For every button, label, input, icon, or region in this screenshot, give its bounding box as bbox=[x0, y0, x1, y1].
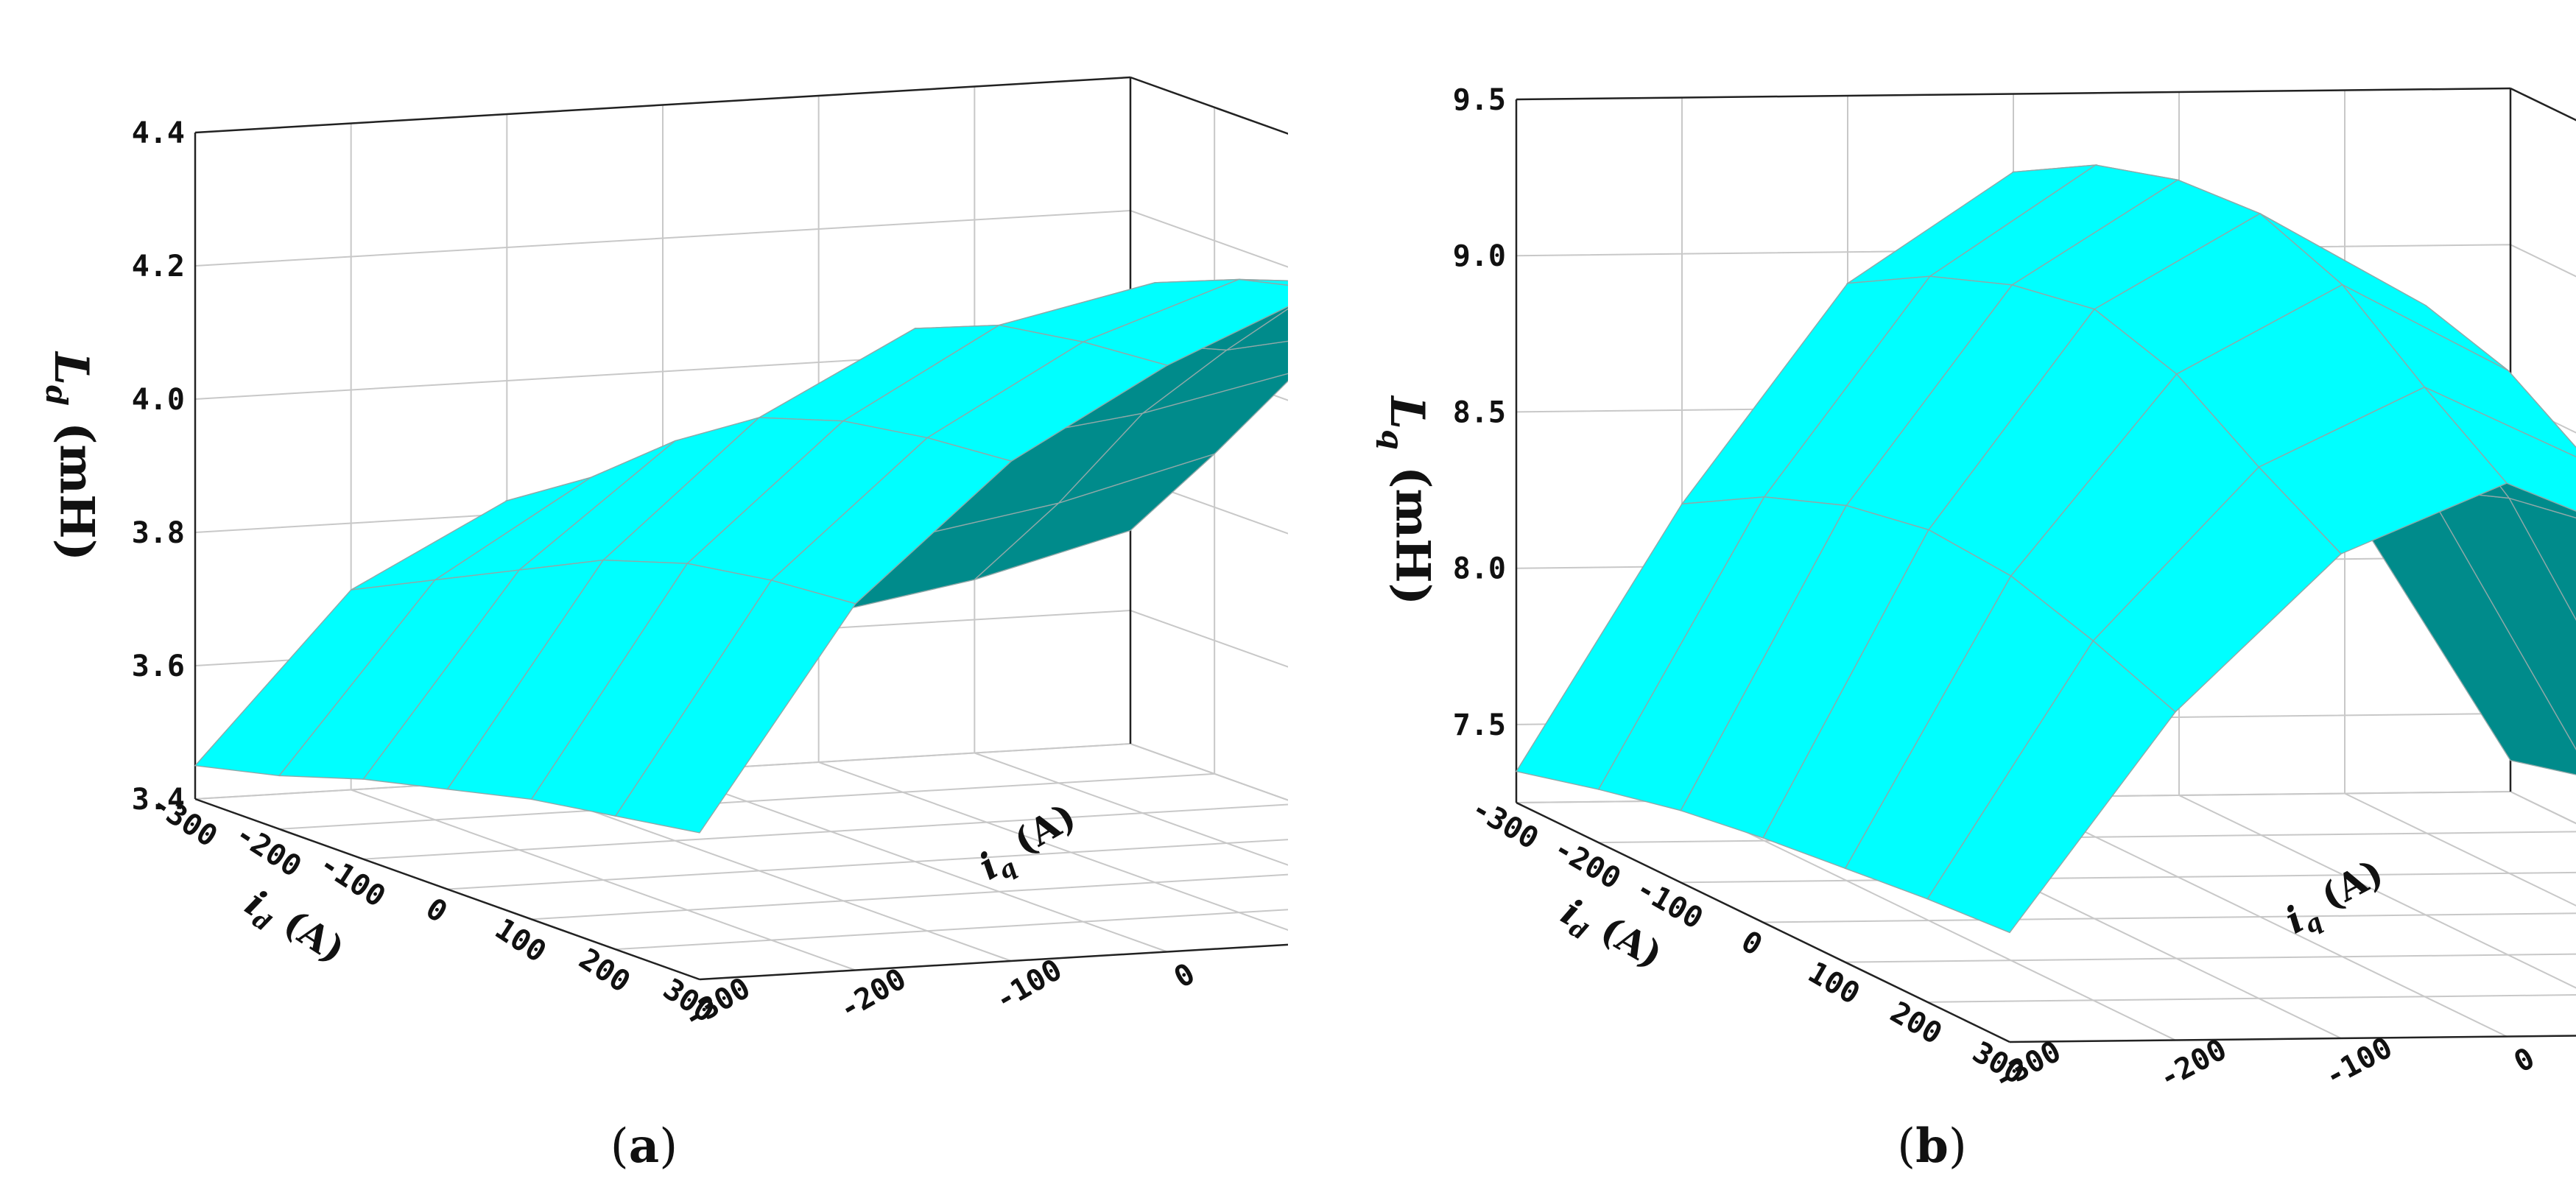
floor-grid-line bbox=[699, 943, 1288, 980]
floor-grid-line bbox=[615, 909, 1288, 951]
surface-chart-b: 7.58.08.59.09.5-300-200-1000100200300-30… bbox=[1375, 83, 2576, 1090]
z-axis-label: Lq (mH) bbox=[1375, 395, 1440, 605]
z-axis-label-symbol: L bbox=[43, 351, 99, 385]
z-tick-label: 4.2 bbox=[132, 250, 185, 284]
floor-grid-line bbox=[1762, 912, 2576, 923]
wall-grid-line bbox=[194, 76, 1288, 135]
x-tick-label: 0 bbox=[420, 892, 453, 930]
z-tick-label: 8.0 bbox=[1453, 552, 1506, 586]
floor-grid-line bbox=[818, 761, 1288, 932]
floor-grid-line bbox=[1845, 953, 2576, 963]
axis-frame-edge bbox=[2009, 1035, 2576, 1043]
surface-patch bbox=[1926, 640, 2176, 934]
axis-frame-edge bbox=[1130, 76, 1288, 135]
x-axis-label-unit: (A) bbox=[265, 894, 353, 972]
x-axis-label: id (A) bbox=[236, 878, 353, 979]
floor-grid-line bbox=[447, 839, 1288, 890]
x-tick-label: 100 bbox=[489, 912, 552, 969]
z-axis-label-subscript: q bbox=[1375, 429, 1409, 450]
floor-grid-line bbox=[1681, 800, 2176, 1041]
y-axis-label: iq (A) bbox=[969, 794, 1087, 892]
panel-caption-a: (a) bbox=[610, 1119, 678, 1174]
x-tick-label: 200 bbox=[573, 942, 636, 999]
x-tick-label: 200 bbox=[1885, 996, 1948, 1052]
x-tick-label: -200 bbox=[229, 817, 307, 884]
x-tick-label: 100 bbox=[1802, 955, 1865, 1011]
z-tick-label: 3.6 bbox=[132, 649, 185, 683]
floor-grid-line bbox=[2013, 796, 2508, 1038]
floor-grid-line bbox=[1681, 871, 2576, 884]
z-tick-label: 7.5 bbox=[1453, 708, 1506, 742]
z-axis-label-symbol: L bbox=[1379, 395, 1435, 429]
floor-grid-line bbox=[1130, 743, 1288, 801]
floor-grid-line bbox=[2178, 795, 2576, 989]
y-axis-label: iq (A) bbox=[2276, 851, 2394, 946]
floor-grid-line bbox=[662, 770, 1168, 953]
z-tick-label: 3.8 bbox=[132, 516, 185, 550]
z-tick-label: 4.0 bbox=[132, 383, 185, 417]
axis-frame-edge bbox=[1516, 87, 2511, 101]
z-tick-label: 9.0 bbox=[1453, 239, 1506, 273]
axis-frame-edge bbox=[194, 798, 700, 981]
axis-frame-edge bbox=[194, 76, 1131, 134]
z-axis-label-unit: (mH) bbox=[49, 406, 104, 561]
surface-mesh bbox=[194, 278, 1288, 834]
surface-mesh bbox=[1515, 164, 2576, 934]
x-tick-label: -100 bbox=[313, 847, 391, 914]
y-tick-label: -100 bbox=[2320, 1031, 2399, 1090]
z-axis-label: Ld (mH) bbox=[39, 351, 104, 561]
panel-b: 7.5 8.0 8.5 9.0 9.5 -300 -200 -100 0 100 200 300 -30… bbox=[1288, 0, 2576, 1190]
axis-frame-edge bbox=[699, 943, 1288, 981]
x-tick-label: 0 bbox=[1736, 924, 1768, 962]
panel-caption-b: (b) bbox=[1897, 1119, 1967, 1174]
floor-grid-line bbox=[974, 752, 1288, 866]
floor-grid-line bbox=[531, 873, 1288, 920]
z-tick-label: 4.4 bbox=[132, 116, 185, 150]
x-tick-label: -300 bbox=[1465, 792, 1544, 856]
panel-a: 3.4 3.6 3.8 4.0 4.2 4.4 -300 -200 -100 0 100 200 300… bbox=[39, 76, 1288, 1174]
floor-grid-line bbox=[363, 803, 1288, 860]
floor-grid-line bbox=[1927, 994, 2576, 1003]
z-tick-label: 9.5 bbox=[1453, 83, 1506, 117]
x-tick-label: -200 bbox=[1548, 831, 1626, 896]
surface-patch bbox=[614, 580, 856, 834]
y-tick-label: 0 bbox=[2508, 1041, 2540, 1080]
z-tick-label: 8.5 bbox=[1453, 395, 1506, 429]
y-tick-label: 0 bbox=[1169, 957, 1201, 995]
z-tick-label: 3.4 bbox=[132, 783, 185, 817]
z-axis-label-subscript: d bbox=[39, 385, 73, 406]
axis-frame-edge bbox=[2510, 87, 2576, 122]
axis-frame-edge bbox=[1516, 801, 2010, 1043]
z-axis-label-unit: (mH) bbox=[1384, 450, 1440, 605]
floor-grid-line bbox=[2344, 792, 2576, 906]
floor-grid-line bbox=[351, 789, 856, 971]
surface-chart-a: 3.43.63.84.04.24.4-300 -200 -100 0100200300… bbox=[39, 76, 1288, 1036]
